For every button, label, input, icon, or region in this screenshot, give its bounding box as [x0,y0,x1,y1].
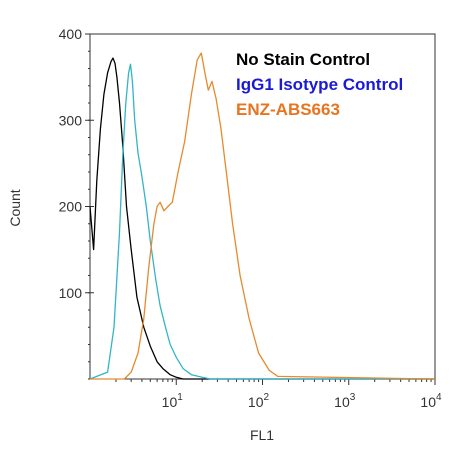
x-tick-exponent: 4 [436,392,442,403]
x-axis-title: FL1 [250,427,274,443]
y-tick-label: 400 [59,26,83,42]
legend-entry-1: No Stain Control [236,50,370,69]
series-lines [89,52,436,380]
legend-entry-2: IgG1 Isotype Control [236,75,403,94]
x-tick-label: 101 [162,392,184,410]
y-axis-title: Count [7,189,23,226]
x-tick-label: 102 [248,392,270,410]
x-tick-exponent: 1 [177,392,183,403]
x-tick-label: 104 [420,392,442,410]
y-axis-ticks: 100 200 300 400 [59,26,94,380]
x-tick-exponent: 3 [350,392,356,403]
y-tick-label: 300 [59,112,83,128]
x-tick-base: 10 [420,394,436,410]
x-tick-base: 10 [248,394,264,410]
series-line-2 [89,63,435,380]
x-tick-exponent: 2 [264,392,270,403]
series-line-3 [90,52,436,380]
x-tick-base: 10 [162,394,178,410]
x-tick-base: 10 [334,394,350,410]
legend-entry-3: ENZ-ABS663 [236,100,340,119]
x-axis-ticks: 101 102 103 104 [115,379,442,410]
y-tick-label: 100 [59,285,83,301]
legend: No Stain Control IgG1 Isotype Control ENZ-… [236,50,403,119]
x-tick-label: 103 [334,392,356,410]
y-tick-label: 200 [59,199,83,215]
